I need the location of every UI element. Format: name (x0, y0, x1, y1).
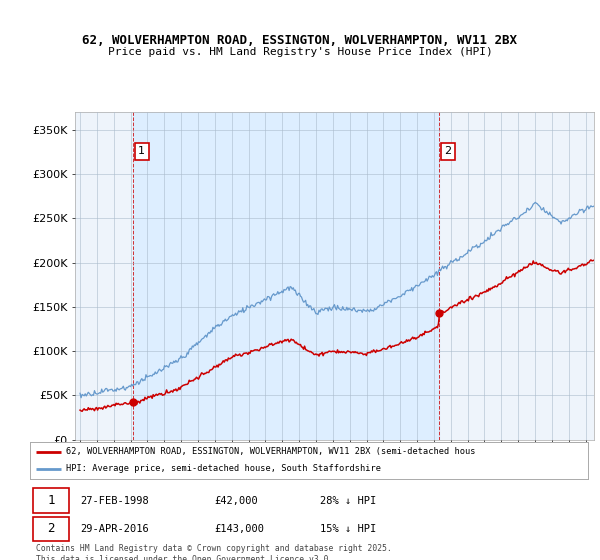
Text: 62, WOLVERHAMPTON ROAD, ESSINGTON, WOLVERHAMPTON, WV11 2BX: 62, WOLVERHAMPTON ROAD, ESSINGTON, WOLVE… (83, 34, 517, 48)
Text: 2: 2 (445, 146, 452, 156)
Text: HPI: Average price, semi-detached house, South Staffordshire: HPI: Average price, semi-detached house,… (66, 464, 381, 473)
Text: 1: 1 (47, 494, 55, 507)
Text: 29-APR-2016: 29-APR-2016 (80, 524, 149, 534)
Text: 62, WOLVERHAMPTON ROAD, ESSINGTON, WOLVERHAMPTON, WV11 2BX (semi-detached hous: 62, WOLVERHAMPTON ROAD, ESSINGTON, WOLVE… (66, 447, 476, 456)
Text: £42,000: £42,000 (214, 496, 258, 506)
Text: 27-FEB-1998: 27-FEB-1998 (80, 496, 149, 506)
FancyBboxPatch shape (33, 488, 69, 513)
Text: 28% ↓ HPI: 28% ↓ HPI (320, 496, 376, 506)
Text: Contains HM Land Registry data © Crown copyright and database right 2025.
This d: Contains HM Land Registry data © Crown c… (35, 544, 391, 560)
Text: 15% ↓ HPI: 15% ↓ HPI (320, 524, 376, 534)
FancyBboxPatch shape (33, 517, 69, 541)
Text: 1: 1 (138, 146, 145, 156)
Bar (133, 112, 439, 440)
Text: £143,000: £143,000 (214, 524, 264, 534)
Text: 2: 2 (47, 522, 55, 535)
Text: Price paid vs. HM Land Registry's House Price Index (HPI): Price paid vs. HM Land Registry's House … (107, 47, 493, 57)
